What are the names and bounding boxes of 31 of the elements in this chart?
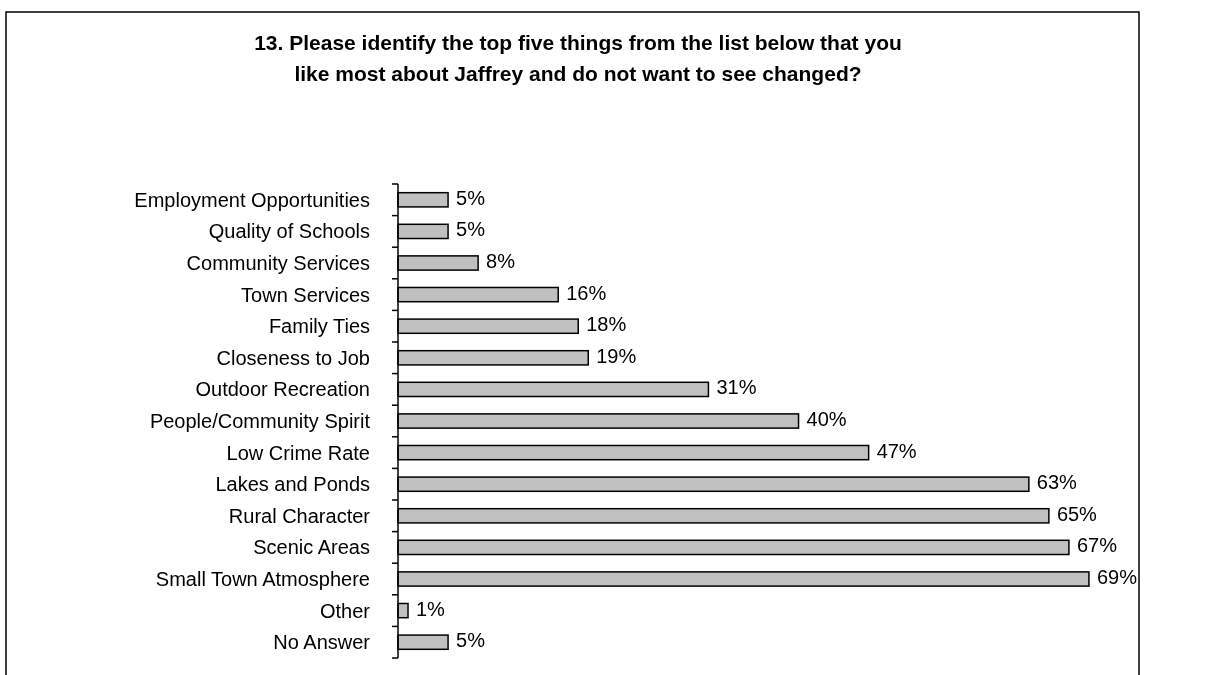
data-label: 18% — [586, 313, 627, 336]
y-tick-label: No Answer — [273, 631, 371, 654]
y-tick-label: Other — [319, 599, 371, 622]
y-tick-label: Outdoor Recreation — [195, 378, 370, 401]
y-tick-label: Rural Character — [228, 504, 371, 527]
y-tick-label: Low Crime Rate — [226, 441, 370, 464]
y-tick-label: Family Ties — [268, 315, 370, 338]
data-label: 1% — [416, 597, 446, 620]
y-tick-label: Quality of Schools — [208, 220, 370, 243]
data-label: 67% — [1076, 534, 1118, 557]
data-label: 65% — [1056, 502, 1098, 525]
data-label: 5% — [456, 629, 486, 652]
data-label: 47% — [876, 439, 917, 462]
data-label: 16% — [566, 281, 607, 304]
data-label: 5% — [456, 186, 486, 209]
data-label: 31% — [716, 376, 757, 399]
y-tick-label: Lakes and Ponds — [215, 473, 370, 496]
data-label: 40% — [806, 408, 847, 430]
data-label: 8% — [486, 250, 516, 272]
data-label: 5% — [456, 218, 486, 241]
data-label: 19% — [596, 344, 637, 367]
chart-title: 13. Please identify the top five things from the list below that you like most about Jaffrey and do not want to see changed? — [254, 31, 902, 85]
y-tick-label: Employment Opportunities — [134, 188, 370, 211]
y-tick-label: People/Community Spirit — [149, 410, 371, 432]
y-tick-label: Community Services — [186, 252, 370, 274]
data-label: 69% — [1096, 566, 1138, 588]
y-tick-label: Closeness to Job — [216, 346, 370, 369]
y-tick-label: Scenic Areas — [253, 536, 370, 559]
y-tick-label: Small Town Atmosphere — [155, 568, 370, 590]
y-tick-label: Town Services — [241, 283, 370, 306]
data-label: 63% — [1036, 471, 1078, 494]
